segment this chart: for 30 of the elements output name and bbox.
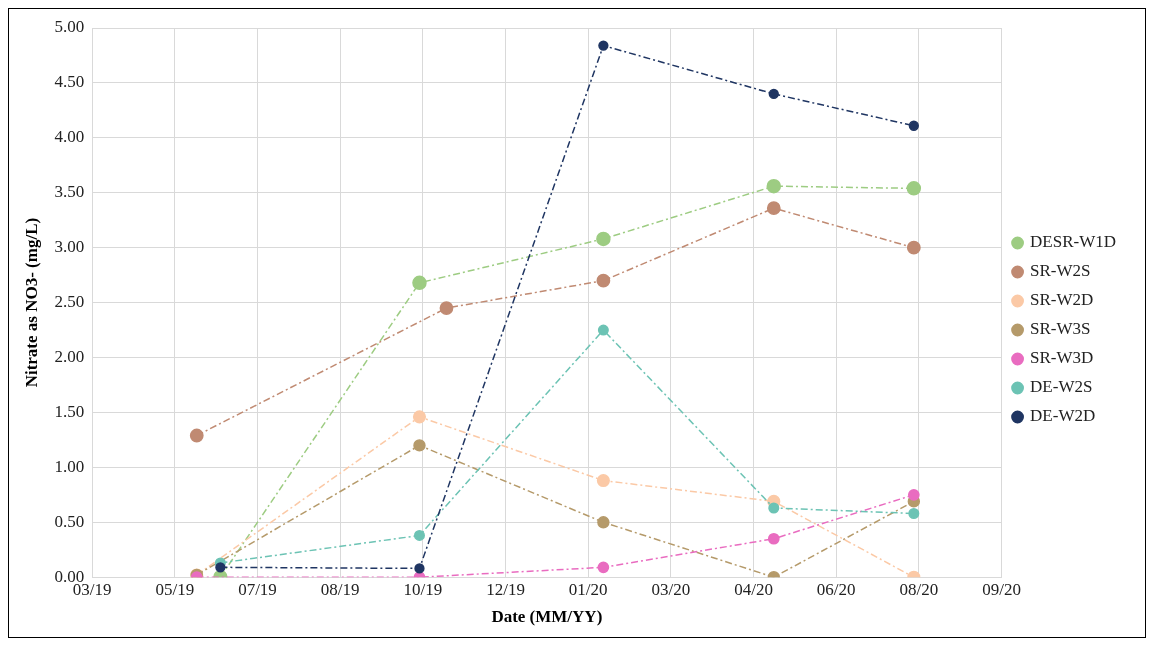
x-tick-label: 01/20: [568, 579, 608, 599]
x-tick-label: 10/19: [403, 579, 443, 599]
y-tick-label: 2.50: [54, 292, 85, 312]
y-tick-label: 5.00: [54, 17, 85, 37]
legend-label: DE-W2S: [1030, 377, 1093, 397]
y-tick-label: 0.50: [54, 511, 85, 531]
y-tick-label: 1.00: [54, 456, 85, 476]
x-axis-title: Date (MM/YY): [491, 607, 603, 627]
y-tick-label: 4.00: [54, 127, 85, 147]
legend-label: SR-W3S: [1030, 319, 1091, 339]
y-tick-label: 4.50: [54, 72, 85, 92]
legend-label: SR-W2S: [1030, 261, 1091, 281]
x-tick-label: 04/20: [734, 579, 773, 599]
y-tick-label: 3.50: [54, 182, 85, 202]
y-tick-label: 3.00: [54, 237, 85, 257]
legend-label: DE-W2D: [1030, 406, 1096, 426]
x-tick-label: 07/19: [238, 579, 277, 599]
legend-label: SR-W2D: [1030, 290, 1094, 310]
x-tick-label: 12/19: [486, 579, 525, 599]
x-tick-label: 09/20: [982, 579, 1021, 599]
y-tick-label: 1.50: [54, 401, 85, 421]
x-tick-label: 08/20: [899, 579, 939, 599]
x-tick-label: 08/19: [320, 579, 360, 599]
x-tick-label: 06/20: [816, 579, 856, 599]
y-axis-title: Nitrate as NO3- (mg/L): [21, 217, 41, 388]
legend-label: DESR-W1D: [1030, 232, 1117, 252]
x-tick-label: 05/19: [155, 579, 195, 599]
legend-label: SR-W3D: [1030, 348, 1094, 368]
x-tick-label: 03/20: [651, 579, 691, 599]
y-tick-label: 2.00: [54, 346, 85, 366]
